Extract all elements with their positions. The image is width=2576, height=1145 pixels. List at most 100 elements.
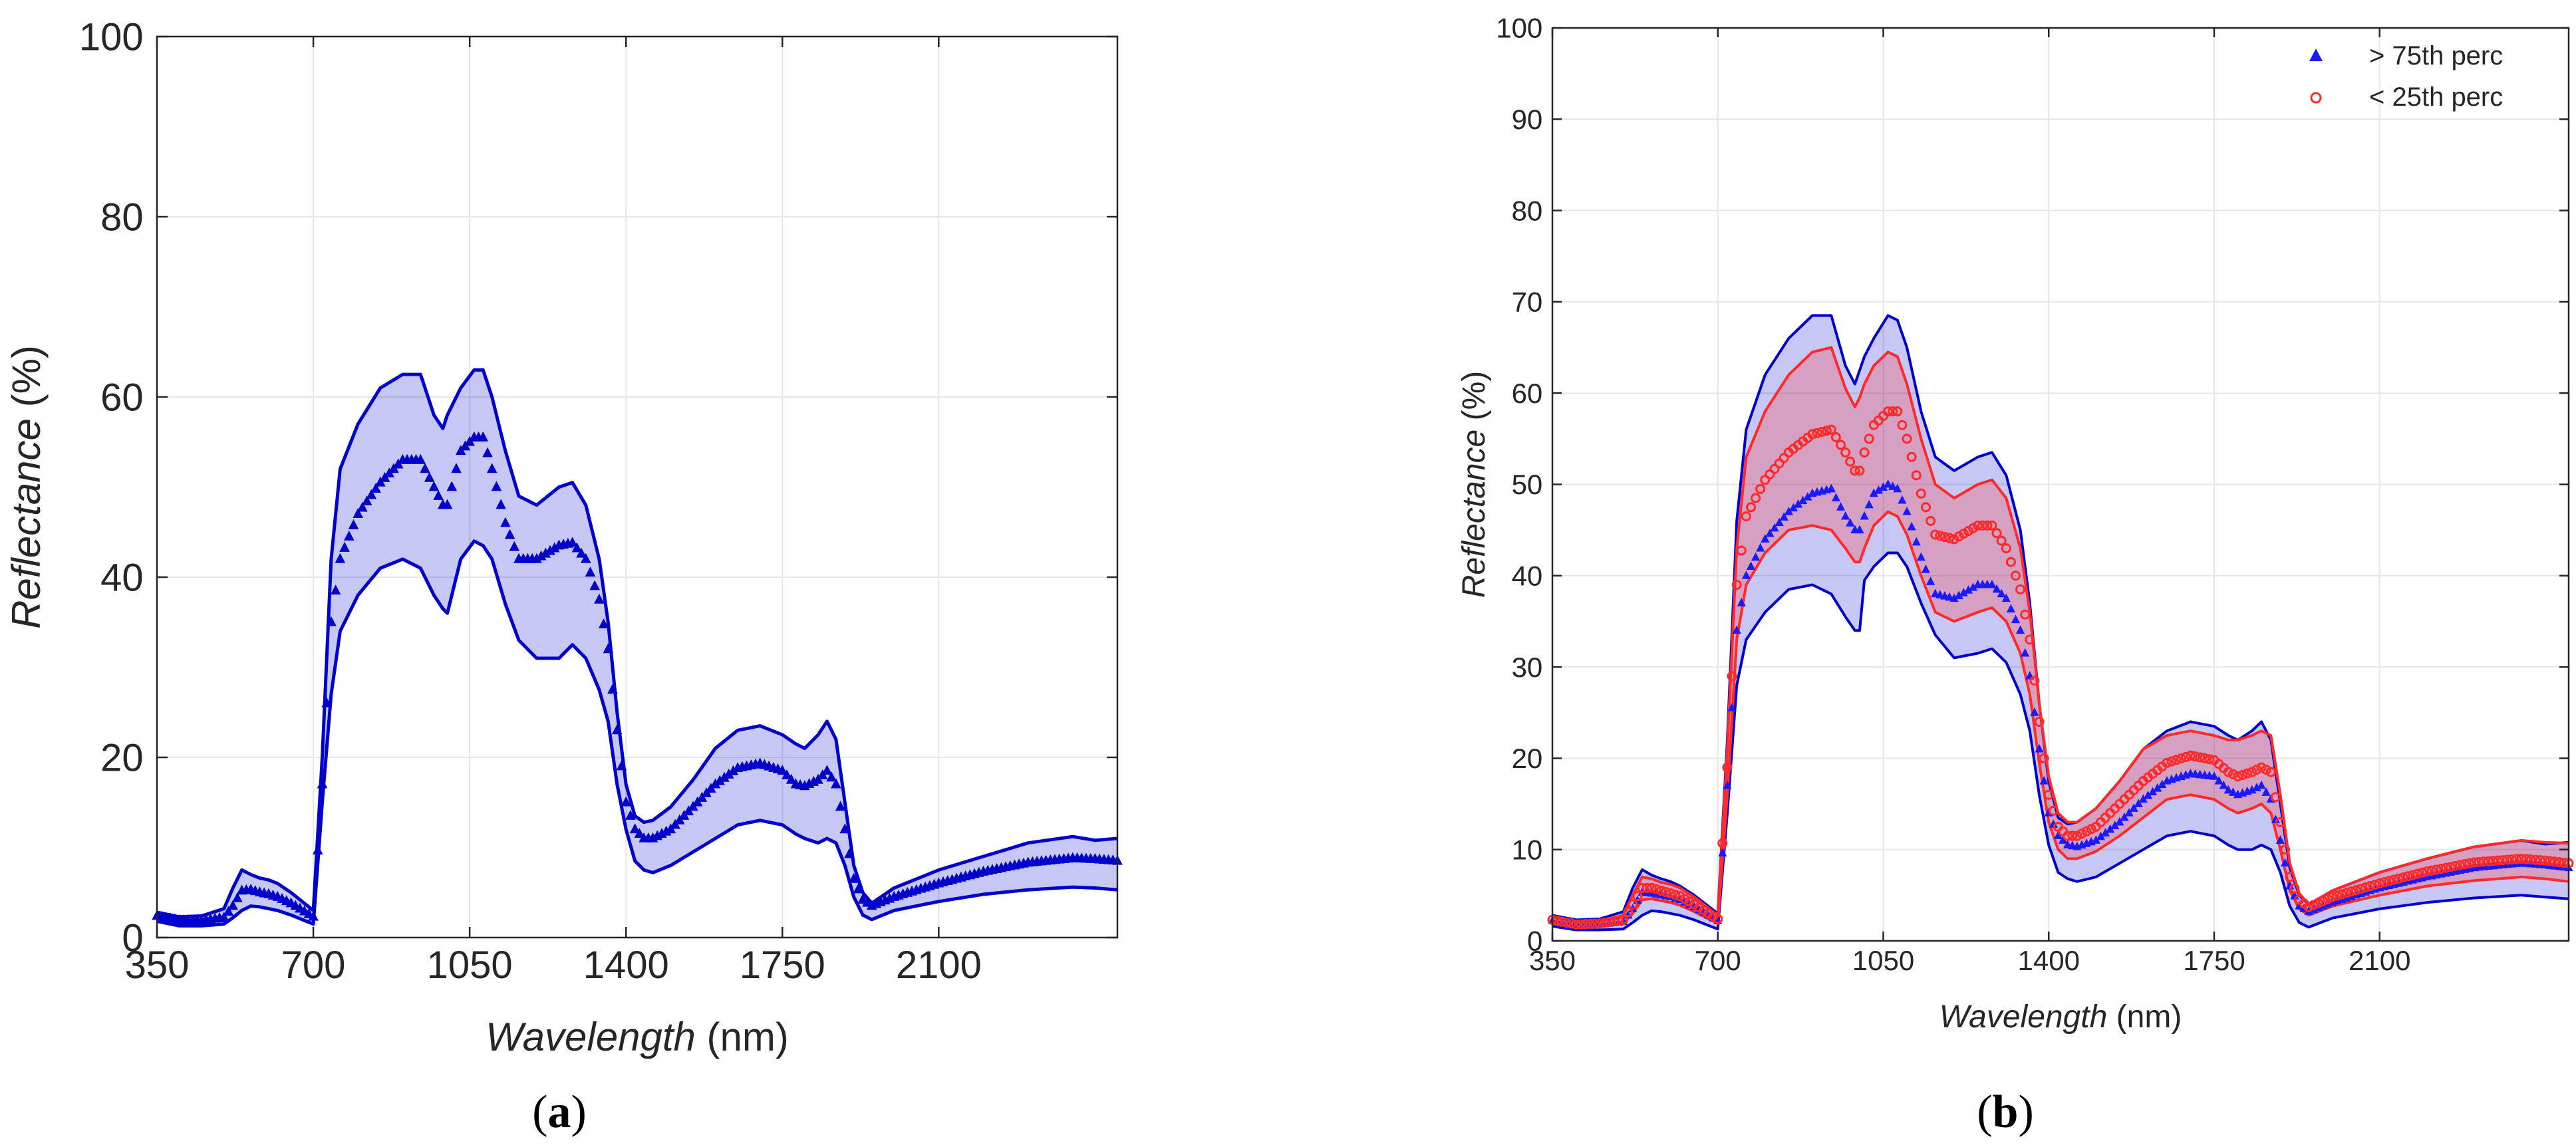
data-point xyxy=(2204,754,2215,765)
data-point xyxy=(1821,426,1832,436)
data-point xyxy=(2275,835,2285,844)
y-axis-label-unit: (%) xyxy=(4,345,49,418)
data-point xyxy=(370,483,381,493)
data-point xyxy=(2034,716,2045,727)
data-point xyxy=(2370,880,2380,890)
data-point xyxy=(1841,511,1850,520)
data-point xyxy=(1860,511,1869,520)
data-point xyxy=(616,760,627,771)
data-point xyxy=(2072,830,2082,841)
y-tick-label: 100 xyxy=(1496,13,1542,44)
data-point xyxy=(2422,866,2432,877)
data-point xyxy=(782,769,792,779)
data-point xyxy=(482,447,493,457)
data-point xyxy=(2067,830,2078,841)
data-point xyxy=(478,431,489,442)
data-point xyxy=(1878,482,1888,491)
data-point xyxy=(2379,877,2390,888)
x-tick-label: 1400 xyxy=(583,944,669,987)
x-axis-label-unit: (nm) xyxy=(696,1015,789,1059)
data-point xyxy=(491,481,502,491)
data-point xyxy=(1893,483,1902,493)
data-point xyxy=(1637,882,1647,893)
data-point xyxy=(348,519,359,529)
data-point xyxy=(2252,783,2261,791)
data-point xyxy=(2180,751,2191,763)
data-point xyxy=(1997,588,2006,598)
data-point xyxy=(1722,762,1733,773)
data-point xyxy=(2214,776,2223,785)
data-point xyxy=(326,616,337,626)
data-point xyxy=(2001,593,2011,602)
y-tick-label: 20 xyxy=(100,736,144,779)
data-point xyxy=(2001,543,2011,554)
y-tick-label: 20 xyxy=(1512,743,1543,774)
data-point xyxy=(1959,588,1968,596)
y-tick-label: 30 xyxy=(1512,652,1543,683)
data-point xyxy=(2043,789,2054,800)
data-point xyxy=(2360,882,2370,893)
data-point xyxy=(2106,824,2115,833)
data-point xyxy=(1939,531,1950,542)
data-point xyxy=(848,872,859,883)
axes-box-a xyxy=(156,35,1119,939)
band-fill-b-0 xyxy=(1552,315,2569,930)
data-point xyxy=(634,828,645,838)
data-point xyxy=(580,553,591,563)
data-point xyxy=(714,775,726,785)
y-tick-label: 80 xyxy=(1512,195,1543,226)
data-point xyxy=(1987,520,1997,531)
data-point xyxy=(2010,571,2021,581)
data-point xyxy=(1632,891,1643,902)
data-point xyxy=(1846,518,1855,527)
data-point xyxy=(1655,885,1667,896)
data-point xyxy=(2025,634,2035,645)
data-point xyxy=(1836,502,1846,511)
data-point xyxy=(2346,886,2357,897)
x-axis-label: Wavelength (nm) xyxy=(1939,999,2182,1035)
data-point xyxy=(2242,768,2253,779)
series-line-b xyxy=(1552,510,2569,929)
data-point xyxy=(2015,625,2025,634)
data-point xyxy=(2492,855,2503,866)
x-tick-label: 350 xyxy=(125,944,190,987)
x-axis-label-italic: Wavelength xyxy=(486,1015,696,1059)
data-point xyxy=(2280,844,2291,855)
data-point xyxy=(2015,584,2026,594)
data-point xyxy=(2115,817,2124,826)
data-point xyxy=(1585,918,1596,930)
y-axis-label: Reflectance (%) xyxy=(4,345,49,629)
data-point xyxy=(2081,826,2092,836)
data-point xyxy=(1727,703,1737,711)
y-tick-label: 70 xyxy=(1512,287,1543,318)
data-point xyxy=(2511,854,2522,864)
data-point xyxy=(2021,648,2030,657)
data-point xyxy=(1566,918,1576,929)
panel-caption-b: (b) xyxy=(1977,1086,2034,1138)
data-point xyxy=(2322,894,2333,904)
data-point xyxy=(1826,424,1836,435)
data-point xyxy=(2195,752,2206,763)
data-point xyxy=(339,541,350,552)
data-point xyxy=(2237,770,2248,781)
data-point xyxy=(1793,499,1803,508)
data-point xyxy=(2261,787,2271,796)
data-point xyxy=(2426,865,2437,876)
data-point xyxy=(1935,531,1945,541)
panel-caption-a: (a) xyxy=(532,1086,587,1138)
data-point xyxy=(1883,406,1894,417)
x-axis-label-unit: (nm) xyxy=(2107,999,2182,1035)
data-point xyxy=(1982,520,1993,531)
data-point xyxy=(2063,830,2073,841)
data-point xyxy=(1864,499,1874,509)
data-point xyxy=(353,508,364,518)
data-point xyxy=(2530,854,2541,865)
data-point xyxy=(2351,885,2361,896)
data-point xyxy=(839,823,851,834)
x-tick-label: 700 xyxy=(1695,945,1741,976)
data-point xyxy=(2006,604,2015,613)
x-tick-label: 2100 xyxy=(896,944,982,987)
y-tick-label: 0 xyxy=(122,916,143,959)
data-point xyxy=(1713,914,1723,924)
data-point xyxy=(2270,792,2281,803)
